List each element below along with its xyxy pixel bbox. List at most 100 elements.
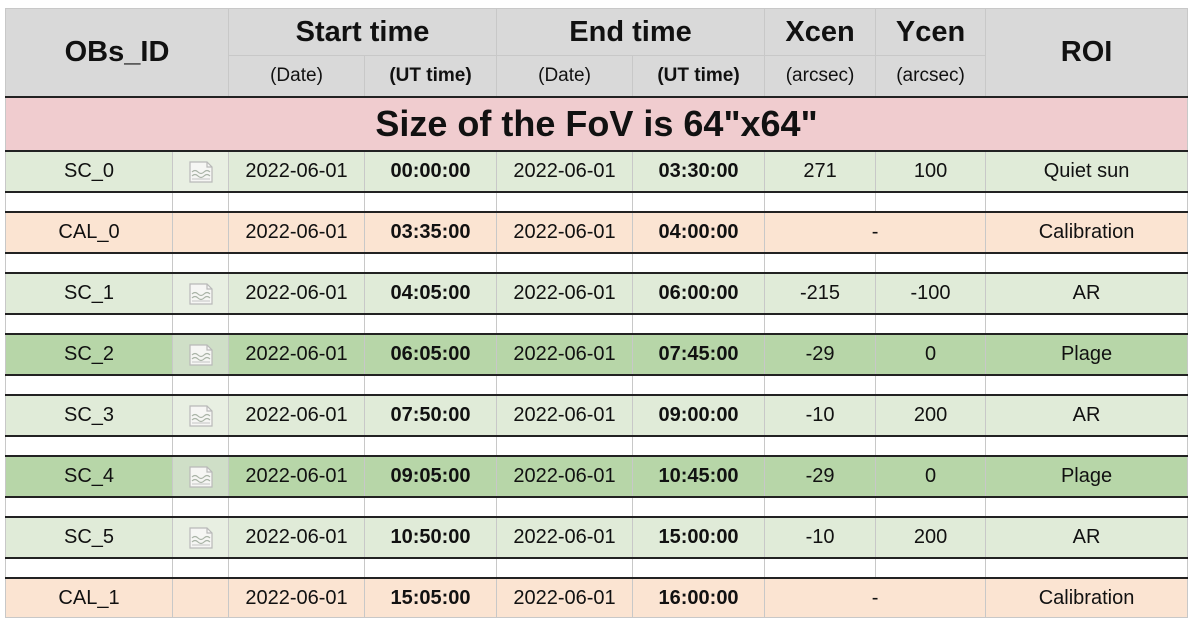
obs-id-cell: SC_4: [5, 455, 173, 498]
separator-row: [5, 435, 1189, 457]
roi-cell: AR: [985, 516, 1189, 559]
end-time-header: End time: [496, 8, 766, 56]
start-time-cell: 09:05:00: [364, 455, 498, 498]
obs-id-cell: CAL_1: [5, 577, 173, 618]
obs-id-cell: SC_1: [5, 272, 173, 315]
obs-id-cell: CAL_0: [5, 211, 173, 254]
table-row[interactable]: CAL_1 2022-06-01 15:05:00 2022-06-01 16:…: [5, 577, 1189, 618]
roi-cell: Calibration: [985, 211, 1189, 254]
start-time-cell: 15:05:00: [364, 577, 498, 618]
file-icon[interactable]: [187, 341, 215, 369]
xcen-cell: -215: [764, 272, 877, 315]
xcen-cell: -10: [764, 394, 877, 437]
separator-row: [5, 252, 1189, 274]
end-time-cell: 16:00:00: [632, 577, 766, 618]
file-icon[interactable]: [187, 158, 215, 186]
separator-row: [5, 374, 1189, 396]
file-icon-cell[interactable]: [171, 516, 230, 559]
start-date-cell: 2022-06-01: [228, 516, 366, 559]
start-date-cell: 2022-06-01: [228, 455, 366, 498]
end-date-cell: 2022-06-01: [496, 455, 634, 498]
end-date-subheader: (Date): [496, 55, 634, 98]
start-time-cell: 10:50:00: [364, 516, 498, 559]
roi-cell: Plage: [985, 333, 1189, 376]
file-icon[interactable]: [187, 463, 215, 491]
separator-row: [5, 191, 1189, 213]
file-icon-cell[interactable]: [171, 272, 230, 315]
roi-cell: AR: [985, 394, 1189, 437]
roi-cell: AR: [985, 272, 1189, 315]
end-date-cell: 2022-06-01: [496, 516, 634, 559]
xcen-cell: -10: [764, 516, 877, 559]
table-row[interactable]: SC_4 2022-06-01 09:05:00 2022-06-01 10:4…: [5, 455, 1189, 498]
separator-row: [5, 557, 1189, 579]
end-time-cell: 06:00:00: [632, 272, 766, 315]
ycen-unit-subheader: (arcsec): [875, 55, 987, 98]
table-row[interactable]: SC_1 2022-06-01 04:05:00 2022-06-01 06:0…: [5, 272, 1189, 315]
observation-table: OBs_ID Start time End time Xcen Ycen ROI…: [4, 8, 1189, 618]
end-date-cell: 2022-06-01: [496, 333, 634, 376]
file-icon[interactable]: [187, 402, 215, 430]
start-date-cell: 2022-06-01: [228, 150, 366, 193]
ycen-cell: 0: [875, 333, 987, 376]
file-icon-cell[interactable]: [171, 394, 230, 437]
start-date-cell: 2022-06-01: [228, 211, 366, 254]
file-icon-cell[interactable]: [171, 455, 230, 498]
ycen-cell: -100: [875, 272, 987, 315]
obs-id-cell: SC_0: [5, 150, 173, 193]
observation-table-container: OBs_ID Start time End time Xcen Ycen ROI…: [4, 8, 1189, 618]
table-row[interactable]: SC_2 2022-06-01 06:05:00 2022-06-01 07:4…: [5, 333, 1189, 376]
start-time-cell: 07:50:00: [364, 394, 498, 437]
end-ut-subheader: (UT time): [632, 55, 766, 98]
end-time-cell: 15:00:00: [632, 516, 766, 559]
roi-cell: Quiet sun: [985, 150, 1189, 193]
end-date-cell: 2022-06-01: [496, 211, 634, 254]
roi-cell: Plage: [985, 455, 1189, 498]
file-icon-cell[interactable]: [171, 150, 230, 193]
start-time-cell: 03:35:00: [364, 211, 498, 254]
end-time-cell: 07:45:00: [632, 333, 766, 376]
separator-row: [5, 496, 1189, 518]
ycen-cell: 0: [875, 455, 987, 498]
ycen-header: Ycen: [875, 8, 987, 56]
separator-row: [5, 313, 1189, 335]
end-date-cell: 2022-06-01: [496, 394, 634, 437]
table-row[interactable]: SC_0 2022-06-01 00:00:00 2022-06-01 03:3…: [5, 150, 1189, 193]
start-ut-subheader: (UT time): [364, 55, 498, 98]
end-date-cell: 2022-06-01: [496, 150, 634, 193]
xcen-header: Xcen: [764, 8, 877, 56]
roi-header: ROI: [985, 8, 1189, 98]
start-time-cell: 04:05:00: [364, 272, 498, 315]
xcen-cell: -29: [764, 455, 877, 498]
start-time-header: Start time: [228, 8, 498, 56]
empty-icon-cell: [171, 577, 230, 618]
start-time-cell: 06:05:00: [364, 333, 498, 376]
file-icon[interactable]: [187, 524, 215, 552]
empty-icon-cell: [171, 211, 230, 254]
file-icon[interactable]: [187, 280, 215, 308]
table-row[interactable]: SC_5 2022-06-01 10:50:00 2022-06-01 15:0…: [5, 516, 1189, 559]
table-header: OBs_ID Start time End time Xcen Ycen ROI…: [4, 8, 1189, 98]
start-date-cell: 2022-06-01: [228, 333, 366, 376]
fov-banner: Size of the FoV is 64"x64": [4, 96, 1189, 152]
table-body: Size of the FoV is 64"x64" SC_0 2022-06-…: [4, 96, 1189, 618]
start-date-cell: 2022-06-01: [228, 272, 366, 315]
table-row[interactable]: SC_3 2022-06-01 07:50:00 2022-06-01 09:0…: [5, 394, 1189, 437]
end-time-cell: 10:45:00: [632, 455, 766, 498]
xcen-cell: 271: [764, 150, 877, 193]
obs-id-cell: SC_2: [5, 333, 173, 376]
end-time-cell: 09:00:00: [632, 394, 766, 437]
ycen-cell: 100: [875, 150, 987, 193]
file-icon-cell[interactable]: [171, 333, 230, 376]
start-date-cell: 2022-06-01: [228, 394, 366, 437]
obs-id-cell: SC_5: [5, 516, 173, 559]
table-row[interactable]: CAL_0 2022-06-01 03:35:00 2022-06-01 04:…: [5, 211, 1189, 254]
roi-cell: Calibration: [985, 577, 1189, 618]
end-time-cell: 04:00:00: [632, 211, 766, 254]
ycen-cell: 200: [875, 516, 987, 559]
obs-id-header: OBs_ID: [4, 8, 230, 98]
end-date-cell: 2022-06-01: [496, 272, 634, 315]
ycen-cell: 200: [875, 394, 987, 437]
end-time-cell: 03:30:00: [632, 150, 766, 193]
xcen-unit-subheader: (arcsec): [764, 55, 877, 98]
